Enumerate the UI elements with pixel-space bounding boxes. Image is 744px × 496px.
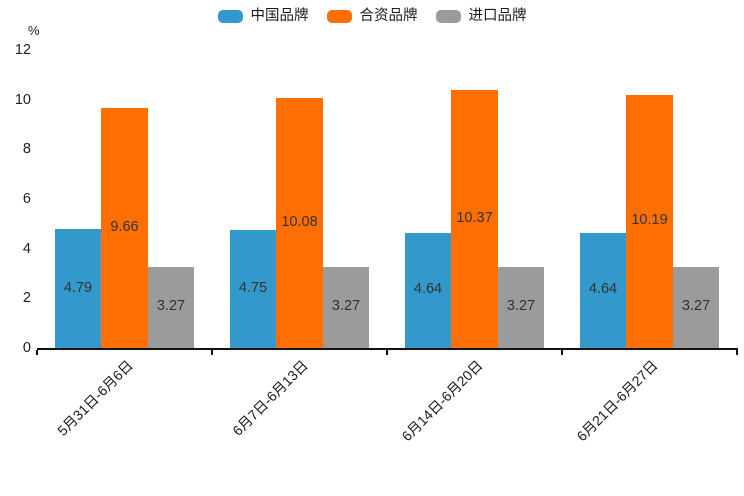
bar-value-label: 10.37: [456, 210, 493, 227]
x-axis-tick-label: 6月7日-6月13日: [229, 357, 311, 439]
bar-进口品牌-0: [147, 266, 195, 348]
x-axis-tick-label: 6月21日-6月27日: [573, 357, 661, 445]
y-axis-tick-label: 8: [22, 141, 31, 158]
y-axis-tick-label: 6: [22, 191, 31, 207]
bar-value-label: 10.08: [281, 213, 318, 230]
y-axis-tick-label: 0: [22, 340, 31, 356]
legend-label: 中国品牌: [250, 8, 309, 24]
y-axis-tick-label: 4: [22, 240, 31, 257]
legend-item-2: 进口品牌: [435, 8, 527, 24]
legend-label: 进口品牌: [468, 8, 527, 24]
bar-进口品牌-2: [497, 266, 545, 348]
legend-swatch-icon: [326, 9, 352, 23]
legend-item-1: 合资品牌: [326, 8, 418, 24]
x-axis-tick-mark: [211, 350, 213, 355]
legend-swatch-icon: [217, 9, 243, 23]
y-axis-tick-label: 12: [14, 42, 31, 58]
bar-value-label: 3.27: [506, 298, 536, 315]
legend-label: 合资品牌: [359, 8, 418, 24]
bar-进口品牌-1: [322, 266, 370, 348]
x-axis-tick-label: 5月31日-6月6日: [54, 357, 136, 439]
bar-进口品牌-3: [672, 266, 720, 348]
bar-中国品牌-1: [229, 230, 277, 348]
x-axis-line: [37, 348, 738, 350]
bar-value-label: 4.64: [588, 281, 618, 298]
bar-value-label: 10.19: [631, 212, 668, 229]
bar-合资品牌-0: [101, 108, 148, 348]
bar-合资品牌-2: [451, 90, 498, 348]
bar-value-label: 3.27: [156, 298, 186, 315]
bar-中国品牌-3: [579, 232, 627, 348]
bar-value-label: 4.75: [238, 280, 268, 297]
x-axis-tick-label: 6月14日-6月20日: [398, 357, 486, 445]
bar-中国品牌-0: [54, 229, 102, 348]
bar-中国品牌-2: [404, 232, 452, 348]
legend-item-0: 中国品牌: [217, 8, 309, 24]
bar-value-label: 4.64: [413, 281, 443, 298]
bar-value-label: 3.27: [681, 298, 711, 315]
bar-value-label: 4.79: [63, 279, 93, 296]
bar-value-label: 3.27: [331, 298, 361, 315]
x-axis-tick-mark: [36, 350, 38, 355]
x-axis-tick-mark: [736, 350, 738, 355]
bar-合资品牌-1: [276, 97, 323, 348]
y-axis-tick-label: 10: [14, 91, 31, 108]
x-axis-tick-mark: [386, 350, 388, 355]
x-axis-tick-mark: [561, 350, 563, 355]
chart-legend: 中国品牌 合资品牌 进口品牌: [0, 8, 744, 24]
bar-value-label: 9.66: [110, 219, 139, 236]
y-axis-unit-label: %: [28, 23, 40, 38]
y-axis-tick-label: 2: [22, 290, 31, 307]
legend-swatch-icon: [435, 9, 461, 23]
bar-合资品牌-3: [626, 94, 673, 348]
